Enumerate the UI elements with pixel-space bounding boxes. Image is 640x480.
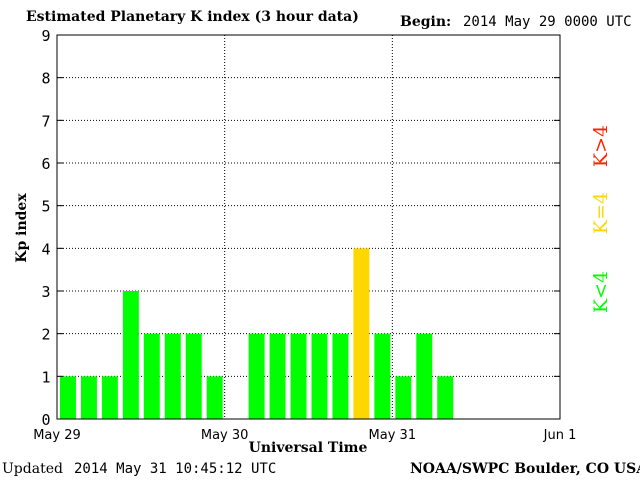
- kp-bar: [143, 333, 160, 419]
- y-tick-label: 9: [41, 27, 50, 45]
- x-tick-labels: May 29 May 30 May 31 Jun 1: [33, 428, 576, 443]
- kp-bar: [269, 333, 286, 419]
- kp-bar: [60, 376, 76, 419]
- kp-bar: [122, 291, 139, 419]
- grid-lines: [57, 35, 560, 419]
- kp-bar: [101, 376, 118, 419]
- credit-text: NOAA/SWPC Boulder, CO USA: [410, 461, 640, 477]
- x-tick-label: May 29: [33, 428, 81, 443]
- kp-bar: [374, 333, 391, 419]
- kp-bar: [80, 376, 97, 419]
- y-tick-labels: 0 1 2 3 4 5 6 7 8 9: [41, 27, 560, 429]
- y-tick-label: 0: [41, 411, 50, 429]
- kp-bar: [395, 376, 412, 419]
- y-tick-label: 2: [41, 326, 50, 344]
- y-tick-label: 3: [41, 283, 50, 301]
- kp-bar: [416, 333, 433, 419]
- y-tick-label: 8: [41, 70, 50, 88]
- kp-bar: [206, 376, 223, 419]
- y-tick-label: 6: [41, 155, 50, 173]
- begin-label: Begin:: [400, 14, 452, 30]
- kp-bar: [311, 333, 328, 419]
- kp-bar: [437, 376, 454, 419]
- kp-bar: [353, 248, 370, 419]
- y-axis-label: Kp index: [14, 193, 30, 263]
- x-axis-label: Universal Time: [248, 440, 368, 456]
- updated-label: Updated: [2, 461, 63, 477]
- y-tick-label: 1: [41, 368, 50, 386]
- y-tick-label: 4: [41, 240, 50, 258]
- x-tick-label: Jun 1: [543, 428, 577, 443]
- y-tick-label: 7: [41, 112, 50, 130]
- plot-frame: [56, 34, 561, 420]
- kp-bars: [60, 248, 454, 419]
- legend-low: K<4: [590, 270, 612, 314]
- legend-high: K>4: [590, 124, 612, 168]
- chart-title: Estimated Planetary K index (3 hour data…: [26, 9, 359, 25]
- updated-value: 2014 May 31 10:45:12 UTC: [74, 461, 277, 477]
- kp-bar: [164, 333, 181, 419]
- kp-bar: [248, 333, 265, 419]
- begin-value: 2014 May 29 0000 UTC: [463, 14, 632, 30]
- kp-bar: [185, 333, 202, 419]
- legend-mid: K=4: [590, 191, 612, 235]
- kp-bar: [290, 333, 307, 419]
- y-tick-label: 5: [41, 198, 50, 216]
- kp-bar: [332, 333, 349, 419]
- x-tick-label: May 31: [369, 428, 417, 443]
- x-tick-label: May 30: [201, 428, 249, 443]
